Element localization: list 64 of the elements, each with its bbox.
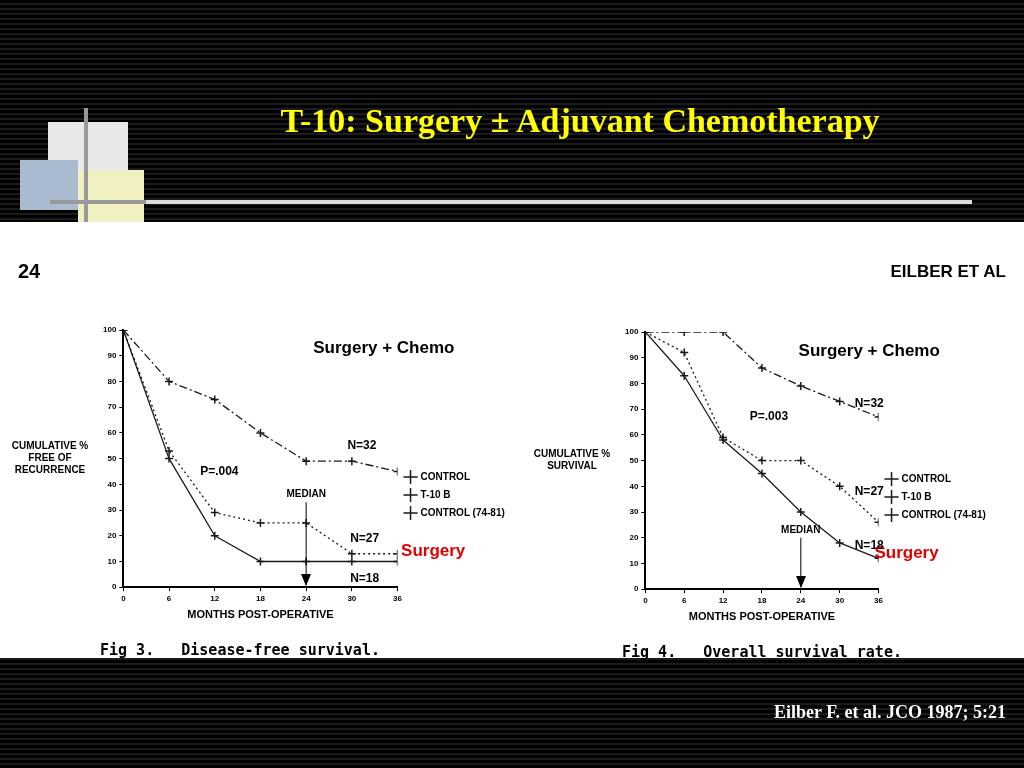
annotation: P=.003 xyxy=(749,409,789,424)
y-tick-label: 70 xyxy=(107,402,117,412)
y-tick-label: 100 xyxy=(624,327,639,337)
text: Eilber F. et al. JCO 1987; 5:21 xyxy=(774,702,1006,723)
y-tick-label: 0 xyxy=(111,582,117,592)
x-tick-label: 18 xyxy=(757,596,767,606)
legend-label: CONTROL xyxy=(420,470,470,482)
y-tick-label: 70 xyxy=(629,404,639,414)
x-tick-label: 30 xyxy=(835,596,845,606)
annotation: N=32 xyxy=(854,396,885,411)
annotation: N=32 xyxy=(347,438,377,453)
x-tick-label: 12 xyxy=(210,594,220,604)
y-tick-label: 60 xyxy=(629,430,639,440)
x-axis-title: MONTHS POST-OPERATIVE xyxy=(688,610,836,623)
text: 24 xyxy=(17,259,42,284)
y-tick-label: 20 xyxy=(107,530,117,540)
ref-line-label: MEDIAN xyxy=(286,488,326,500)
text: Fig 4. Overall survival rate. xyxy=(622,642,902,661)
x-tick-label: 30 xyxy=(347,594,357,604)
y-tick-label: 60 xyxy=(107,428,117,438)
y-tick-label: 90 xyxy=(107,350,117,360)
x-tick-label: 24 xyxy=(301,594,312,604)
y-tick-label: 80 xyxy=(107,376,117,386)
text: Surgery xyxy=(401,540,466,560)
text: Fig 3. Disease-free survival. xyxy=(100,640,380,659)
y-tick-label: 80 xyxy=(629,378,639,388)
x-tick-label: 18 xyxy=(255,594,266,604)
annotation: Surgery + Chemo xyxy=(798,340,940,360)
y-tick-label: 30 xyxy=(107,505,117,515)
annotation: Surgery + Chemo xyxy=(313,337,455,357)
annotation: N=18 xyxy=(350,570,380,585)
x-tick-label: 36 xyxy=(874,596,884,606)
x-tick-label: 12 xyxy=(718,596,729,606)
y-axis-title: CUMULATIVE % SURVIVAL xyxy=(533,448,611,472)
legend-label: CONTROL (74-81) xyxy=(901,508,986,520)
x-tick-label: 0 xyxy=(643,596,649,606)
y-tick-label: 40 xyxy=(629,481,639,491)
annotation: N=27 xyxy=(854,483,885,498)
legend-label: CONTROL (74-81) xyxy=(420,506,505,518)
y-tick-label: 20 xyxy=(629,532,639,542)
y-tick-label: 50 xyxy=(629,455,639,465)
y-tick-label: 10 xyxy=(629,558,639,568)
y-tick-label: 10 xyxy=(107,556,117,566)
text: EILBER ET AL xyxy=(889,261,1006,283)
x-tick-label: 0 xyxy=(121,594,127,604)
legend-label: CONTROL xyxy=(901,472,951,484)
y-axis-title: CUMULATIVE % FREE OF RECURRENCE xyxy=(11,440,89,476)
x-tick-label: 6 xyxy=(166,594,172,604)
x-tick-label: 6 xyxy=(681,596,687,606)
y-tick-label: 50 xyxy=(107,453,117,463)
x-tick-label: 36 xyxy=(393,594,403,604)
y-tick-label: 40 xyxy=(107,479,117,489)
legend-label: T-10 B xyxy=(901,490,932,502)
y-tick-label: 100 xyxy=(102,325,117,335)
ref-line-label: MEDIAN xyxy=(781,523,821,535)
y-tick-label: 90 xyxy=(629,352,639,362)
annotation: N=27 xyxy=(350,530,380,545)
x-tick-label: 24 xyxy=(796,596,806,606)
text: T-10: Surgery ± Adjuvant Chemotherapy xyxy=(279,102,881,140)
annotation: P=.004 xyxy=(200,463,239,478)
y-tick-label: 0 xyxy=(633,584,639,594)
x-axis-title: MONTHS POST-OPERATIVE xyxy=(187,608,334,621)
legend-label: T-10 B xyxy=(420,488,451,500)
y-tick-label: 30 xyxy=(629,507,639,517)
